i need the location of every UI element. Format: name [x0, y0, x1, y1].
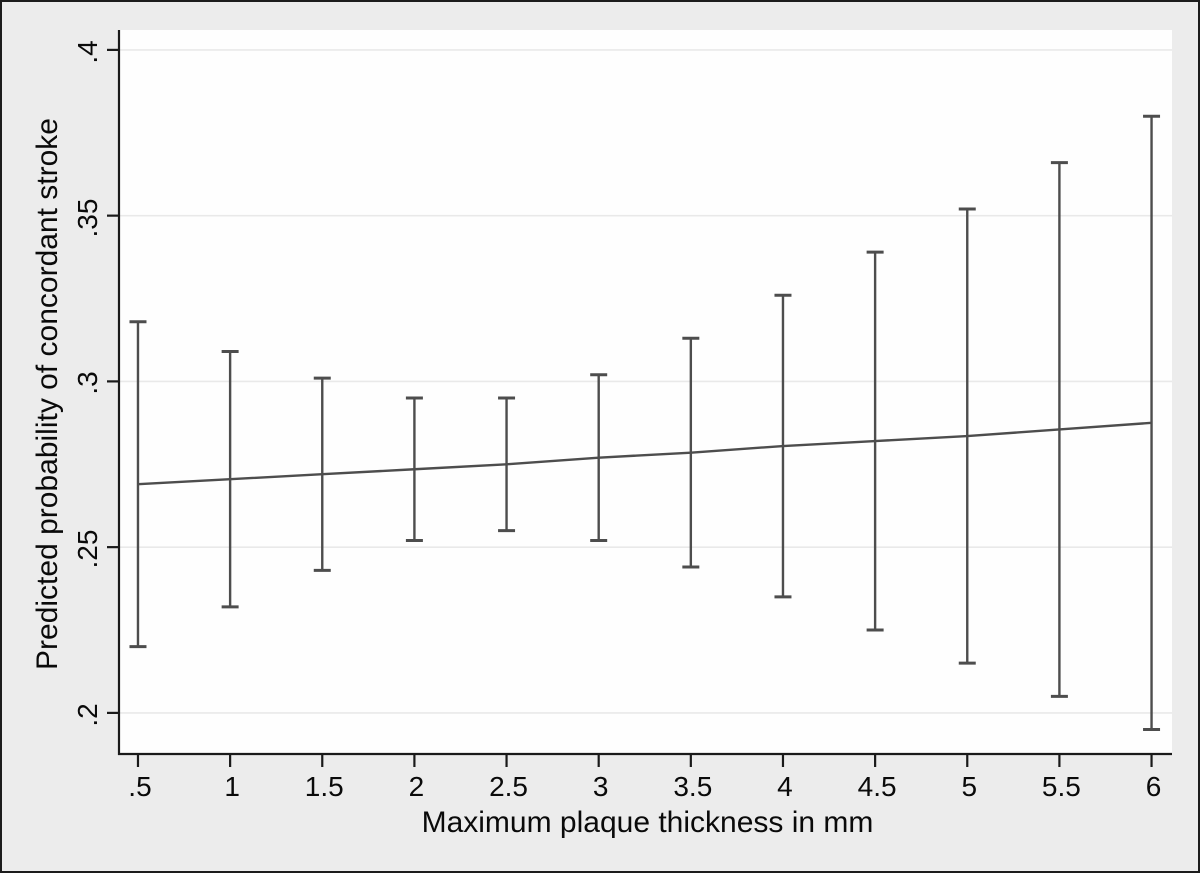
- x-tick-label: 1: [224, 771, 240, 802]
- x-tick-label: 5.5: [1041, 771, 1081, 802]
- x-tick-label: 3.5: [673, 771, 713, 802]
- y-axis-title: Predicted probability of concordant stro…: [31, 118, 64, 670]
- y-tick-label: .25: [72, 529, 103, 569]
- y-tick-label: .2: [72, 703, 103, 727]
- y-tick-label: .35: [72, 198, 103, 238]
- y-tick-label: .4: [72, 40, 103, 64]
- x-tick-label: 2.5: [489, 771, 529, 802]
- x-tick-label: 1.5: [304, 771, 344, 802]
- x-tick-label: 3: [592, 771, 609, 802]
- x-tick-label: 5: [961, 771, 978, 802]
- y-tick-label: .3: [72, 371, 103, 396]
- x-axis-title: Maximum plaque thickness in mm: [421, 806, 874, 839]
- x-tick-label: 4.5: [857, 771, 897, 802]
- x-tick-label: 6: [1145, 771, 1162, 802]
- plot-area: [119, 30, 1172, 754]
- x-tick-label: .5: [128, 771, 152, 802]
- x-tick-label: 4: [777, 771, 793, 802]
- x-tick-label: 2: [408, 771, 425, 802]
- fitted-line: [137, 421, 1152, 486]
